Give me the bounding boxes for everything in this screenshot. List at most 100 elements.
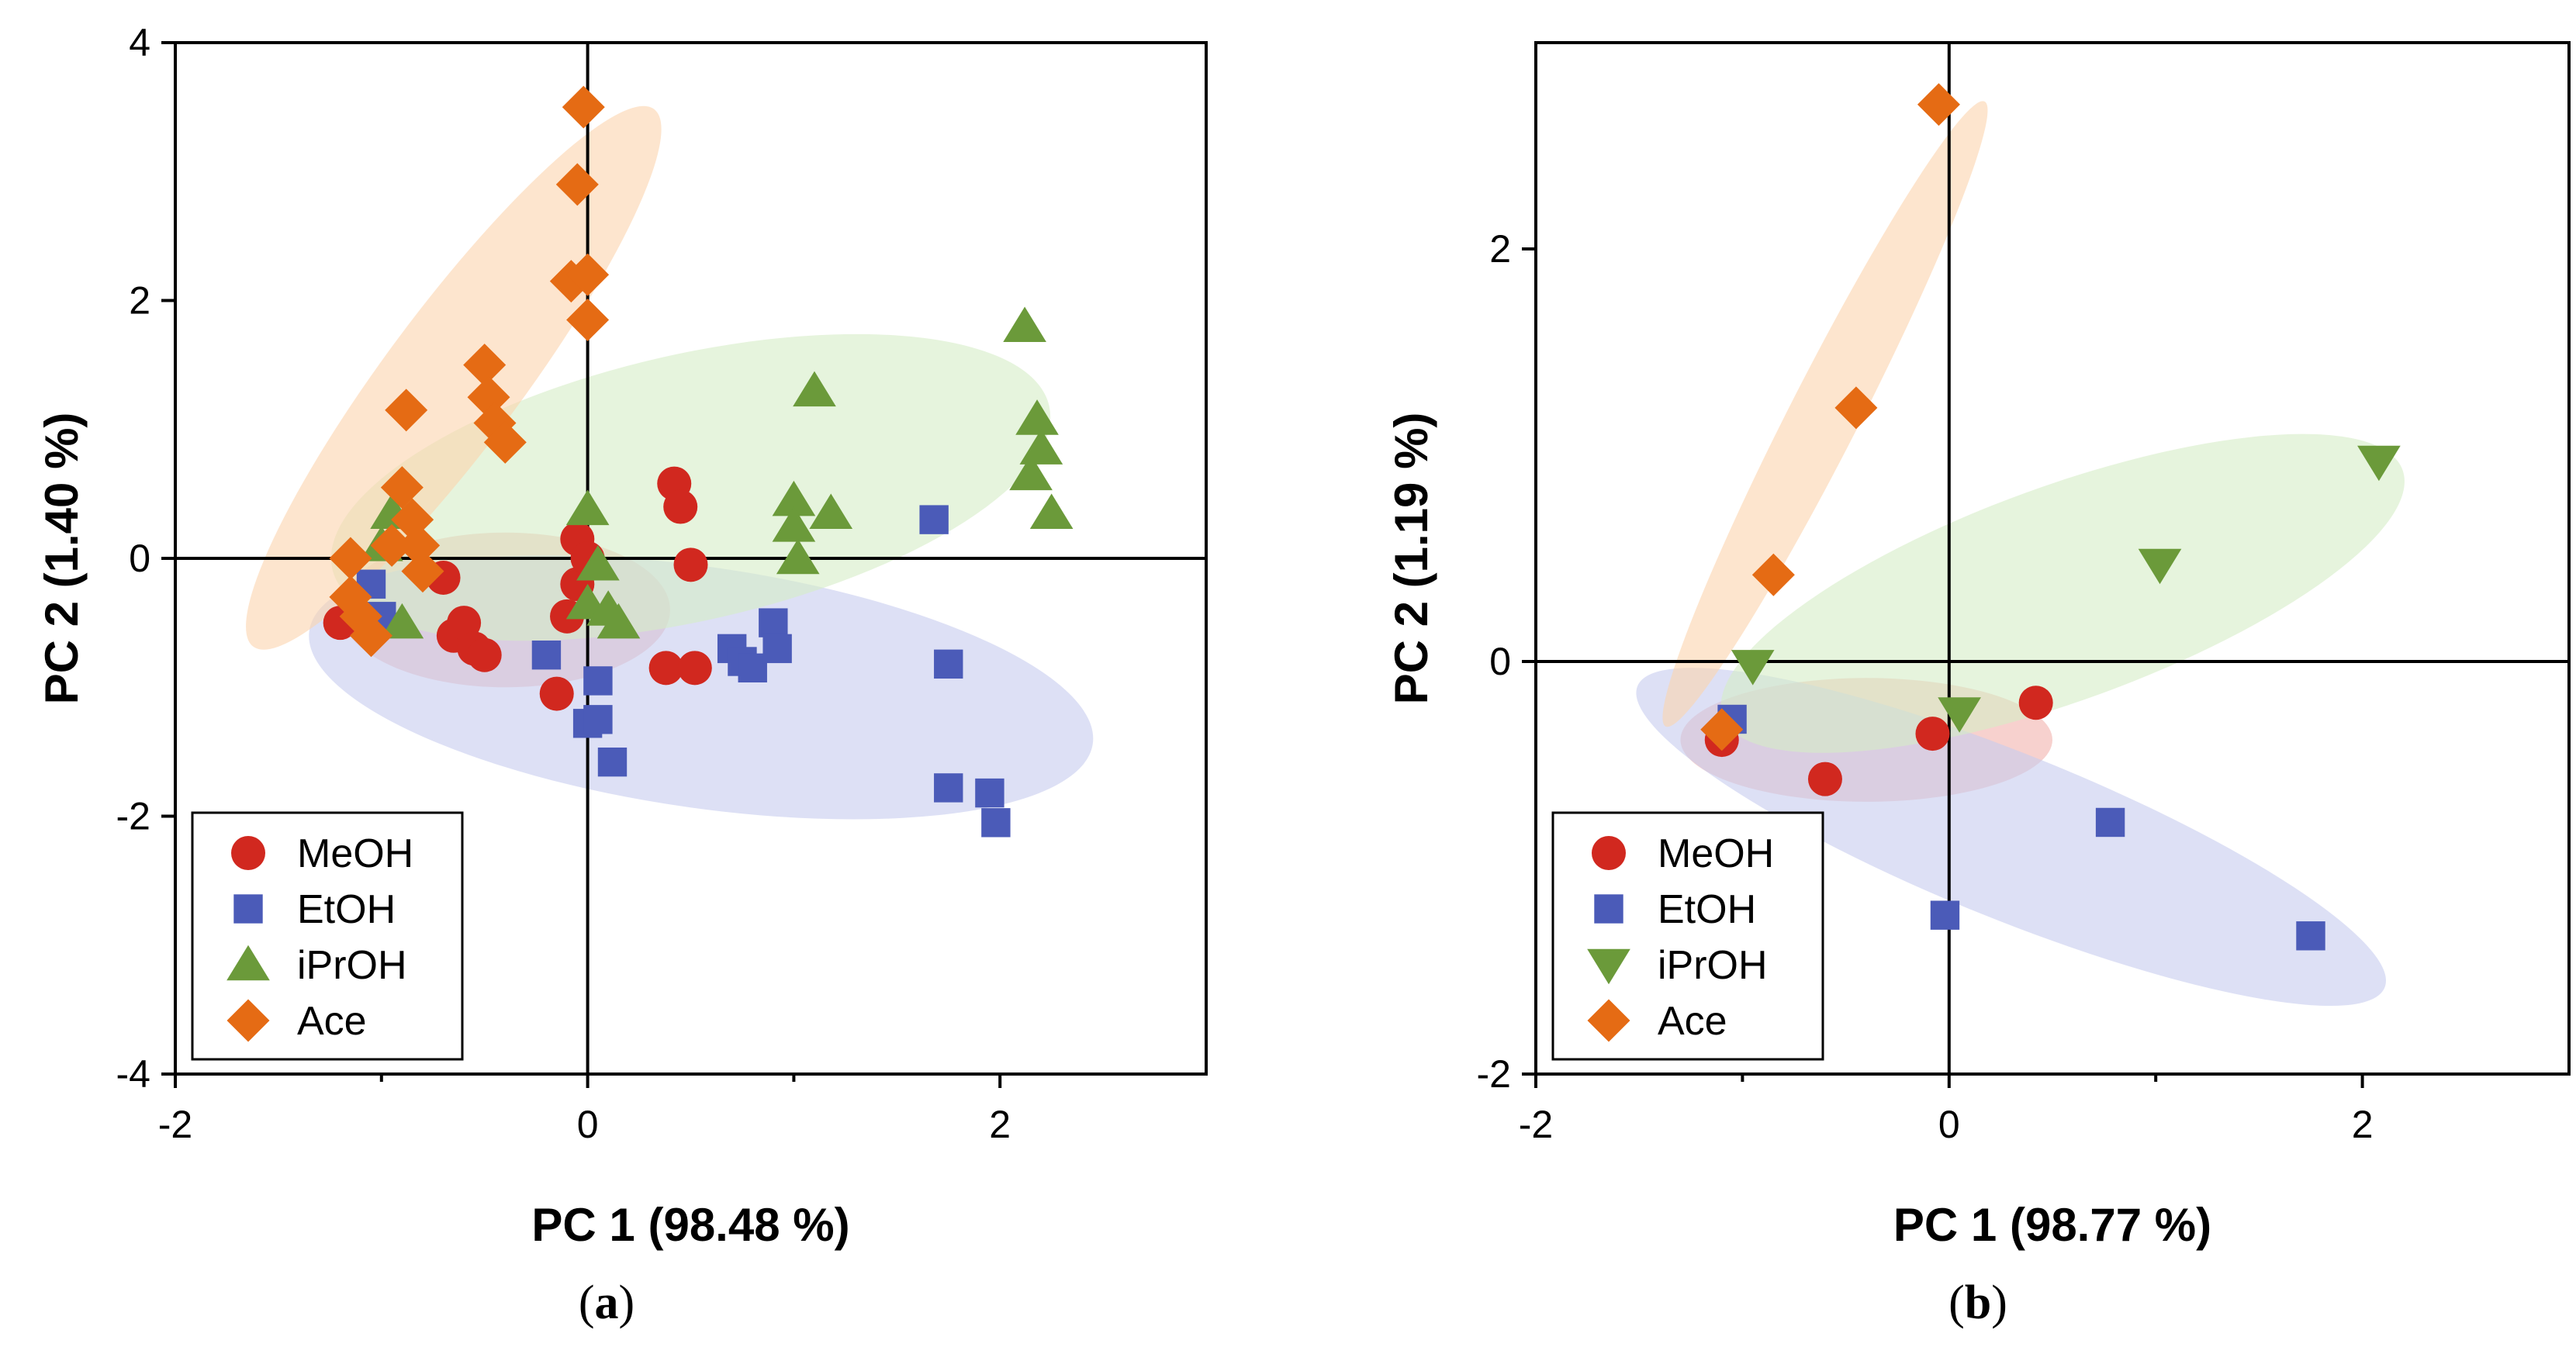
point-iproh	[772, 506, 816, 542]
panel-label-a: (a)	[579, 1276, 634, 1329]
point-meoh	[467, 637, 502, 672]
point-ace	[385, 389, 428, 432]
data-points-b	[1700, 83, 2401, 951]
legend-b: MeOH EtOH iPrOH Ace	[1551, 811, 1824, 1061]
legend-label-meoh: MeOH	[1658, 831, 1774, 876]
point-iproh	[1938, 697, 1981, 733]
point-etoh	[934, 773, 963, 803]
point-meoh	[1807, 762, 1842, 796]
point-etoh	[1930, 900, 1960, 930]
point-etoh	[981, 808, 1011, 838]
point-ace	[555, 163, 599, 206]
y-tick-label: 0	[1489, 640, 1511, 683]
point-ace	[566, 298, 610, 341]
legend-marker-ace	[1587, 999, 1630, 1042]
point-etoh	[738, 653, 767, 683]
y-axis-label-a: PC 2 (1.40 %)	[36, 413, 88, 705]
legend-marker-ace	[226, 999, 270, 1042]
point-meoh	[539, 676, 574, 711]
point-meoh	[2018, 686, 2053, 720]
point-meoh	[673, 547, 708, 582]
point-ace	[1917, 83, 1960, 126]
x-axis-label-a: PC 1 (98.48 %)	[531, 1199, 849, 1251]
legend-label-iproh: iPrOH	[297, 943, 407, 988]
y-tick-label: -4	[116, 1052, 150, 1096]
legend-label-iproh: iPrOH	[1658, 943, 1768, 988]
legend-marker-iproh	[1587, 948, 1630, 985]
point-iproh	[1015, 399, 1059, 435]
legend-label-ace: Ace	[1658, 999, 1727, 1044]
point-ace	[566, 253, 610, 296]
legend-marker-iproh	[226, 945, 270, 981]
point-ace	[483, 420, 527, 464]
point-etoh	[597, 747, 628, 777]
point-iproh	[565, 489, 610, 526]
point-iproh	[380, 603, 424, 639]
x-tick-label: 0	[577, 1103, 599, 1146]
point-iproh	[596, 603, 641, 639]
point-iproh	[776, 538, 820, 575]
point-etoh	[2296, 921, 2325, 951]
point-meoh	[447, 606, 482, 641]
axis-ticks-b: -2 0 2 -2 0 2	[1477, 227, 2374, 1146]
point-ace	[397, 523, 441, 567]
plot-frame-b	[1534, 41, 2571, 1076]
x-tick-label: 2	[2352, 1103, 2374, 1146]
y-tick-label: -2	[1477, 1052, 1511, 1096]
point-iproh	[1731, 650, 1775, 686]
legend-label-ace: Ace	[297, 999, 367, 1044]
point-etoh	[583, 705, 613, 734]
point-meoh	[663, 489, 698, 524]
x-axis-label-b: PC 1 (98.77 %)	[1893, 1199, 2211, 1251]
y-tick-label: 2	[129, 279, 150, 323]
y-tick-label: -2	[116, 795, 150, 838]
point-meoh	[1915, 717, 1950, 751]
point-etoh	[919, 505, 949, 534]
panel-label-b: (b)	[1948, 1276, 2007, 1329]
point-etoh	[583, 666, 613, 696]
data-points-a	[323, 85, 1074, 838]
point-iproh	[1019, 429, 1063, 465]
legend-a: MeOH EtOH iPrOH Ace	[191, 811, 464, 1061]
y-tick-label: 0	[129, 537, 150, 580]
point-ace	[1751, 553, 1795, 596]
x-tick-label: 2	[989, 1103, 1011, 1146]
x-tick-label: 0	[1938, 1103, 1960, 1146]
point-ace	[463, 344, 507, 387]
y-tick-label: 2	[1489, 227, 1511, 271]
point-iproh	[772, 480, 816, 516]
point-etoh	[934, 649, 963, 679]
point-ace	[370, 523, 413, 567]
panel-letter-a: a	[595, 1276, 619, 1329]
confidence-ellipses-b	[1636, 101, 2405, 1007]
point-etoh	[2095, 807, 2125, 838]
point-ace	[401, 550, 444, 593]
point-iproh	[1029, 493, 1074, 530]
point-iproh	[1003, 306, 1046, 342]
x-tick-label: -2	[158, 1103, 192, 1146]
point-iproh	[2357, 445, 2401, 482]
legend-marker-etoh	[1594, 894, 1623, 924]
legend-marker-meoh	[231, 836, 265, 870]
point-iproh	[809, 493, 853, 530]
y-axis-label-b: PC 2 (1.19 %)	[1385, 413, 1437, 705]
point-iproh	[793, 371, 836, 407]
x-tick-label: -2	[1519, 1103, 1553, 1146]
legend-marker-etoh	[233, 894, 263, 924]
ellipse-ace	[246, 105, 662, 650]
legend-label-etoh: EtOH	[1658, 887, 1756, 932]
point-etoh	[975, 778, 1004, 808]
legend-label-meoh: MeOH	[297, 831, 413, 876]
point-meoh	[677, 651, 712, 686]
point-etoh	[531, 640, 562, 670]
point-iproh	[1009, 454, 1053, 491]
point-iproh	[2138, 548, 2182, 585]
point-ace	[350, 614, 393, 658]
point-iproh	[576, 545, 620, 581]
panel-letter-b: b	[1965, 1276, 1991, 1329]
ellipse-ace	[1662, 101, 1988, 727]
point-ace	[329, 537, 372, 580]
point-ace	[562, 85, 605, 129]
